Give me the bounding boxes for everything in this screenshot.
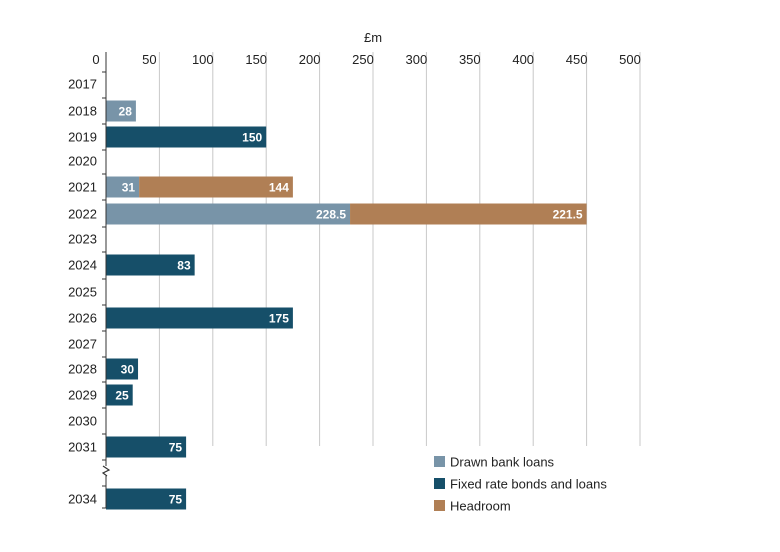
x-tick-150: 150 [245, 52, 267, 67]
data-label-fixed-rate-bonds-and-loans-2026: 175 [269, 312, 289, 326]
bar-fixed-rate-bonds-and-loans-2024 [106, 254, 195, 276]
legend-swatch-fixed-rate-bonds-and-loans [434, 478, 445, 489]
x-tick-labels: 0 50 100 150 200 250 300 350 400 450 500 [92, 52, 640, 67]
data-label-fixed-rate-bonds-and-loans-2028: 30 [121, 363, 135, 377]
axis-break-marker [101, 465, 111, 477]
bars: 28 150 31 144 228.5 221.5 83 175 30 25 75 75 [106, 100, 587, 510]
legend-swatch-drawn-bank-loans [434, 456, 445, 467]
bar-fixed-rate-bonds-and-loans-2034 [106, 488, 187, 510]
y-label-2018: 2018 [68, 104, 97, 119]
gridlines [158, 52, 641, 446]
unit-label: £m [364, 30, 382, 45]
data-label-drawn-bank-loans-2022: 228.5 [316, 208, 346, 222]
bar-fixed-rate-bonds-and-loans-2026 [106, 307, 293, 329]
y-label-2022: 2022 [68, 207, 97, 222]
data-label-fixed-rate-bonds-and-loans-2029: 25 [115, 389, 129, 403]
legend-label-fixed-rate-bonds-and-loans: Fixed rate bonds and loans [450, 477, 607, 492]
y-tick-labels: 2017 2018 2019 2020 2021 2022 2023 2024 2025 2026… [68, 77, 97, 507]
x-tick-200: 200 [299, 52, 321, 67]
y-label-2025: 2025 [68, 285, 97, 300]
y-label-2031: 2031 [68, 440, 97, 455]
y-label-2027: 2027 [68, 337, 97, 352]
legend-label-headroom: Headroom [450, 499, 511, 514]
bar-fixed-rate-bonds-and-loans-2029 [106, 384, 133, 406]
y-label-2024: 2024 [68, 258, 97, 273]
y-label-2021: 2021 [68, 180, 97, 195]
y-label-2017: 2017 [68, 77, 97, 92]
y-label-2026: 2026 [68, 311, 97, 326]
x-tick-250: 250 [352, 52, 374, 67]
y-label-2029: 2029 [68, 388, 97, 403]
y-axis [101, 52, 111, 509]
bar-headroom-2022 [350, 203, 587, 225]
bar-drawn-bank-loans-2018 [106, 100, 136, 122]
legend-swatch-headroom [434, 500, 445, 511]
x-tick-100: 100 [192, 52, 214, 67]
bar-drawn-bank-loans-2022 [106, 203, 351, 225]
x-tick-500: 500 [619, 52, 641, 67]
bar-fixed-rate-bonds-and-loans-2031 [106, 436, 187, 458]
y-label-2028: 2028 [68, 362, 97, 377]
data-label-fixed-rate-bonds-and-loans-2024: 83 [177, 259, 191, 273]
x-tick-300: 300 [406, 52, 428, 67]
bar-fixed-rate-bonds-and-loans-2028 [106, 358, 139, 380]
y-label-2019: 2019 [68, 130, 97, 145]
data-label-fixed-rate-bonds-and-loans-2034: 75 [169, 493, 183, 507]
bar-drawn-bank-loans-2021 [106, 176, 140, 198]
x-tick-450: 450 [566, 52, 588, 67]
y-label-2030: 2030 [68, 414, 97, 429]
data-label-headroom-2021: 144 [269, 181, 289, 195]
x-tick-50: 50 [142, 52, 156, 67]
y-label-2034: 2034 [68, 492, 97, 507]
legend: Drawn bank loans Fixed rate bonds and loa… [434, 455, 607, 514]
y-label-2023: 2023 [68, 232, 97, 247]
bar-fixed-rate-bonds-and-loans-2019 [106, 126, 267, 148]
x-tick-400: 400 [512, 52, 534, 67]
data-label-drawn-bank-loans-2018: 28 [119, 105, 133, 119]
data-label-drawn-bank-loans-2021: 31 [122, 181, 136, 195]
data-label-fixed-rate-bonds-and-loans-2031: 75 [169, 441, 183, 455]
legend-label-drawn-bank-loans: Drawn bank loans [450, 455, 555, 470]
bar-headroom-2021 [139, 176, 293, 198]
data-label-headroom-2022: 221.5 [553, 208, 583, 222]
x-tick-0: 0 [92, 52, 99, 67]
y-label-2020: 2020 [68, 154, 97, 169]
x-tick-350: 350 [459, 52, 481, 67]
data-label-fixed-rate-bonds-and-loans-2019: 150 [242, 131, 262, 145]
